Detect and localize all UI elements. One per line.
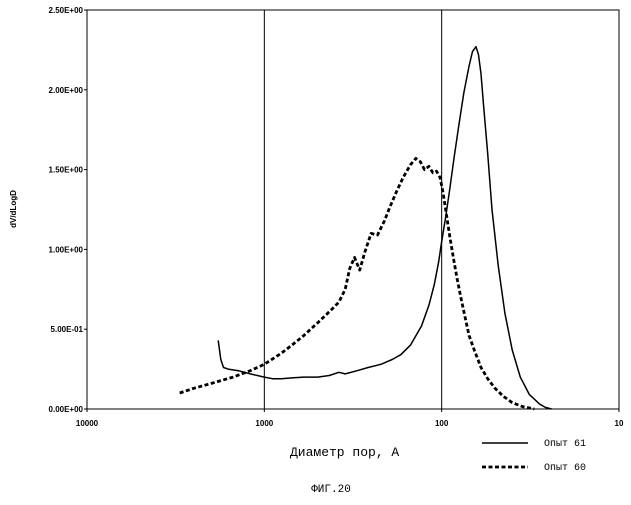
legend-label-2: Опыт 60 (544, 463, 586, 474)
y-tick-label: 1.00E+00 (49, 245, 84, 254)
x-axis-title: Диаметр пор, А (290, 445, 399, 460)
pore-size-chart: 0.00E+00 5.00E-01 1.00E+00 1.50E+00 2.00E+00… (0, 0, 631, 500)
x-tick-label: 10000 (76, 419, 99, 428)
x-tick-label: 1000 (255, 419, 273, 428)
y-tick-label: 2.50E+00 (49, 6, 84, 15)
legend-label-1: Опыт 61 (544, 439, 586, 450)
y-tick-label: 5.00E-01 (51, 325, 84, 334)
figure-caption: ФИГ.20 (311, 484, 351, 496)
x-tick-label: 10 (615, 419, 624, 428)
y-tick-label: 0.00E+00 (49, 405, 84, 414)
y-tick-label: 1.50E+00 (49, 166, 84, 175)
y-tick-label: 2.00E+00 (49, 86, 84, 95)
y-axis-title: dV/dLogD (9, 190, 18, 228)
x-tick-label: 100 (435, 419, 449, 428)
chart-container: 0.00E+00 5.00E-01 1.00E+00 1.50E+00 2.00E+00… (0, 0, 631, 500)
